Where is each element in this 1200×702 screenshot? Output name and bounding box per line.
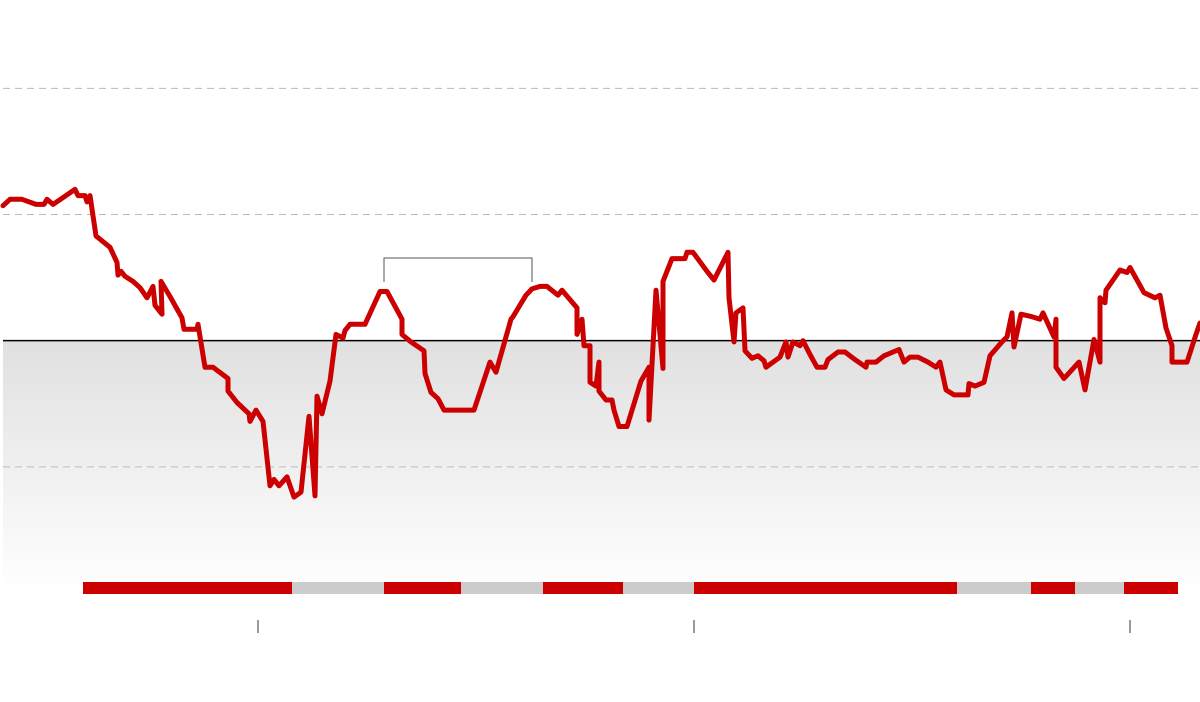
period <box>957 582 1031 594</box>
period <box>694 582 957 594</box>
period <box>461 582 543 594</box>
line <box>0 186 1200 500</box>
period <box>1124 582 1178 594</box>
period <box>83 582 292 594</box>
period <box>543 582 623 594</box>
period <box>292 582 384 594</box>
plot <box>0 186 1200 594</box>
period <box>1075 582 1124 594</box>
period <box>1031 582 1075 594</box>
period <box>623 582 694 594</box>
period <box>384 582 461 594</box>
bracket <box>383 257 533 282</box>
